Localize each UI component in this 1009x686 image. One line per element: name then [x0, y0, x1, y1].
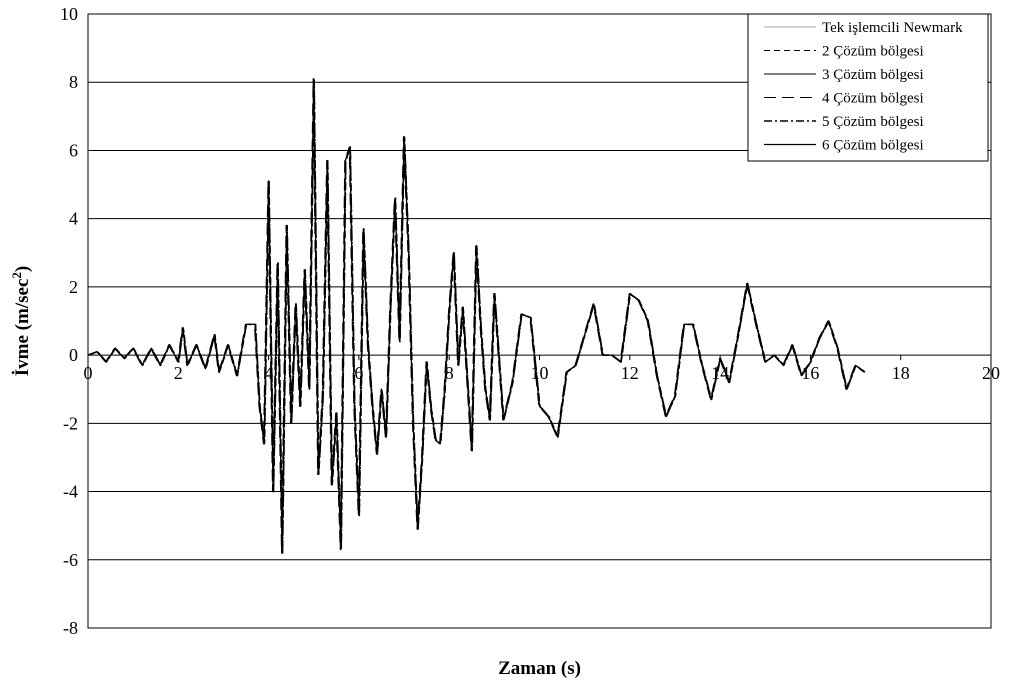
- x-tick-label: 18: [892, 363, 910, 383]
- y-tick-label: -6: [63, 550, 78, 570]
- x-tick-label: 4: [264, 363, 273, 383]
- legend-label: 3 Çözüm bölgesi: [822, 67, 924, 83]
- x-tick-label: 10: [531, 363, 549, 383]
- y-tick-labels: -8 -6 -4 -2 0 2 4 6 8 10: [60, 4, 78, 638]
- y-tick-label: 2: [69, 277, 78, 297]
- x-tick-labels: 0 2 4 6 8 10 12 14 16 18 20: [84, 355, 1000, 383]
- x-axis-title: Zaman (s): [498, 658, 581, 679]
- legend: Tek işlemcili Newmark 2 Çözüm bölgesi 3 …: [747, 13, 989, 162]
- y-tick-label: -8: [63, 618, 78, 638]
- y-axis-title-superscript: 2: [9, 272, 24, 279]
- plot-frame: [87, 13, 992, 629]
- y-axis-title: İvme (m/sec2): [9, 266, 33, 376]
- y-axis-title-main: İvme (m/sec: [12, 279, 33, 377]
- legend-label: 4 Çözüm bölgesi: [822, 91, 924, 107]
- x-tick-label: 20: [982, 363, 1000, 383]
- legend-item: 4 Çözüm bölgesi: [764, 91, 924, 107]
- x-tick-label: 6: [354, 363, 363, 383]
- x-tick-label: 8: [445, 363, 454, 383]
- x-tick-label: 0: [84, 363, 93, 383]
- y-tick-label: 6: [69, 140, 78, 160]
- y-tick-label: 4: [69, 209, 78, 229]
- series-line: [87, 78, 865, 554]
- x-tick-label: 12: [621, 363, 639, 383]
- legend-label: 2 Çözüm bölgesi: [822, 44, 924, 60]
- series-lines: [87, 78, 866, 554]
- legend-label: 5 Çözüm bölgesi: [822, 114, 924, 130]
- y-tick-label: 10: [60, 4, 78, 24]
- legend-item: 6 Çözüm bölgesi: [764, 138, 924, 154]
- x-tick-label: 2: [174, 363, 183, 383]
- legend-item: 2 Çözüm bölgesi: [764, 44, 924, 60]
- y-tick-label: -4: [63, 482, 78, 502]
- legend-label: Tek işlemcili Newmark: [822, 20, 963, 36]
- y-tick-label: -2: [63, 413, 78, 433]
- legend-label: 6 Çözüm bölgesi: [822, 138, 924, 154]
- legend-item: Tek işlemcili Newmark: [764, 20, 963, 36]
- y-tick-label: 0: [69, 345, 78, 365]
- legend-item: 3 Çözüm bölgesi: [764, 67, 924, 83]
- y-tick-label: 8: [69, 72, 78, 92]
- y-axis-title-tail: ): [12, 266, 33, 272]
- legend-box: [747, 13, 989, 162]
- legend-item: 5 Çözüm bölgesi: [764, 114, 924, 130]
- series-line: [87, 78, 865, 554]
